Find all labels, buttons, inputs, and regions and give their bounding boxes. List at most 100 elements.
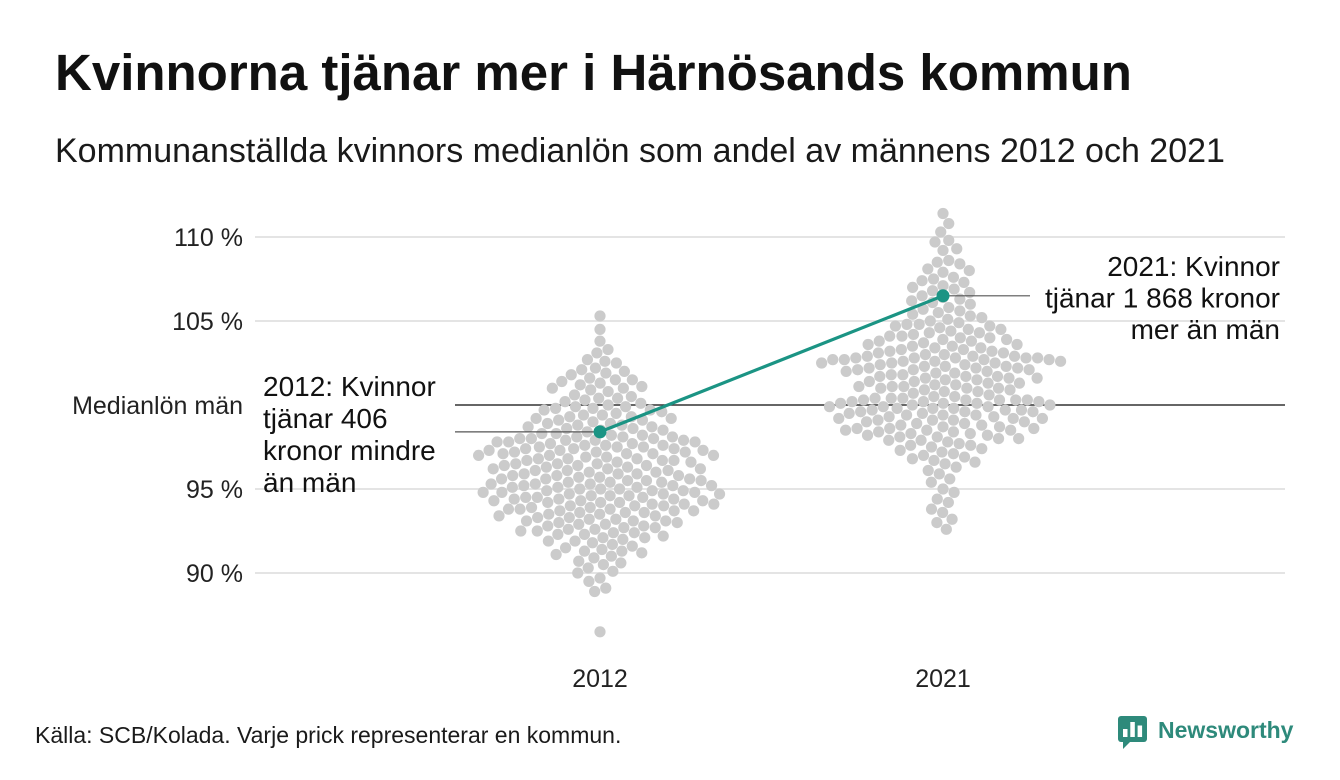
swarm-dot-2012: [667, 480, 679, 492]
swarm-dot-2021: [948, 283, 960, 295]
swarm-dot-2021: [898, 380, 910, 393]
swarm-dot-2012: [572, 459, 584, 472]
swarm-dot-2012: [713, 488, 726, 500]
swarm-dot-2012: [595, 483, 607, 495]
swarm-dot-2021: [938, 385, 950, 398]
swarm-dot-2021: [939, 374, 951, 386]
swarm-dot-2012: [672, 469, 685, 482]
swarm-dot-2012: [599, 355, 611, 367]
swarm-dot-2012: [605, 550, 618, 562]
swarm-dot-2012: [506, 481, 518, 493]
swarm-dot-2021: [852, 364, 864, 376]
swarm-dot-2021: [947, 271, 960, 283]
swarm-dot-2012: [564, 500, 576, 512]
swarm-dot-2021: [948, 486, 960, 498]
swarm-dot-2021: [959, 359, 971, 371]
swarm-dot-2021: [969, 456, 981, 468]
swarm-dot-2012: [554, 505, 566, 517]
swarm-dot-2012: [668, 505, 680, 517]
swarm-dot-2012: [631, 481, 643, 493]
swarm-dot-2021: [897, 355, 909, 367]
swarm-dot-2012: [708, 498, 720, 510]
swarm-dot-2021: [918, 384, 931, 396]
swarm-dot-2021: [861, 429, 874, 441]
swarm-dot-2012: [594, 310, 606, 322]
swarm-dot-2012: [508, 446, 521, 458]
swarm-dot-2012: [617, 382, 629, 394]
swarm-dot-2012: [477, 486, 489, 498]
swarm-dot-2021: [1027, 406, 1039, 418]
swarm-dot-2021: [1018, 416, 1030, 428]
swarm-dot-2021: [965, 335, 978, 347]
swarm-dot-2012: [574, 483, 586, 495]
swarm-dot-2021: [958, 417, 971, 430]
swarm-dot-2021: [857, 394, 870, 406]
swarm-dot-2012: [639, 532, 651, 544]
swarm-dot-2012: [531, 491, 543, 503]
swarm-dot-2012: [553, 517, 565, 529]
swarm-dot-2021: [919, 372, 932, 384]
swarm-dot-2021: [925, 476, 937, 488]
swarm-dot-2012: [638, 506, 650, 519]
swarm-dot-2012: [595, 496, 607, 509]
swarm-dot-2021: [926, 414, 939, 426]
swarm-dot-2012: [647, 448, 659, 460]
annotation-text-line: än män: [263, 467, 356, 498]
swarm-dot-2012: [531, 525, 543, 537]
swarm-dot-2012: [515, 525, 527, 537]
swarm-dot-2021: [953, 317, 965, 329]
swarm-dot-2021: [885, 392, 897, 404]
swarm-dot-2021: [992, 433, 1005, 445]
logo-bubble-tail: [1123, 741, 1131, 749]
swarm-dot-2021: [976, 312, 988, 324]
swarm-dot-2021: [901, 318, 913, 330]
swarm-dot-2012: [586, 537, 599, 549]
swarm-dot-2012: [588, 552, 600, 564]
swarm-dot-2012: [626, 438, 638, 450]
swarm-dot-2021: [863, 362, 875, 374]
swarm-dot-2021: [934, 322, 946, 334]
swarm-dot-2012: [562, 453, 574, 465]
swarm-dot-2021: [958, 451, 971, 463]
swarm-dot-2021: [984, 332, 996, 344]
swarm-dot-2012: [605, 429, 618, 441]
swarm-dot-2021: [922, 263, 934, 275]
swarm-dot-2012: [565, 369, 577, 381]
swarm-dot-2012: [571, 431, 583, 443]
swarm-dot-2021: [962, 323, 974, 335]
swarm-dot-2012: [620, 401, 632, 413]
swarm-dot-2012: [584, 372, 596, 384]
swarm-dot-2012: [607, 527, 619, 539]
swarm-dot-2021: [891, 402, 903, 414]
swarm-dot-2012: [584, 478, 596, 490]
swarm-dot-2021: [889, 320, 902, 332]
swarm-dot-2021: [929, 379, 941, 391]
swarm-dot-2021: [957, 343, 970, 356]
swarm-dot-2021: [939, 360, 951, 372]
swarm-dot-2012: [550, 402, 562, 414]
swarm-dot-2012: [607, 565, 619, 577]
swarm-dot-2012: [582, 562, 594, 574]
swarm-dot-2012: [502, 503, 515, 515]
swarm-dot-2021: [949, 391, 961, 403]
swarm-dot-2012: [496, 486, 508, 498]
swarm-dot-2012: [550, 427, 562, 440]
swarm-dot-2012: [657, 488, 669, 500]
swarm-dot-2012: [649, 522, 661, 534]
swarm-dot-2021: [851, 422, 863, 435]
swarm-dot-2021: [877, 401, 889, 413]
swarm-dot-2012: [552, 528, 564, 540]
swarm-dot-2012: [689, 436, 701, 448]
swarm-dot-2021: [907, 308, 919, 320]
logo-bar: [1123, 729, 1128, 737]
swarm-dot-2012: [579, 439, 591, 451]
swarm-dot-2012: [666, 431, 679, 443]
swarm-dot-2012: [583, 513, 595, 525]
axis-labels: 110 % 105 % 95 % 90 % Medianlön män 2012 2021: [72, 224, 971, 693]
swarm-dot-2012: [697, 444, 709, 456]
swarm-dot-2012: [580, 451, 592, 463]
swarm-dot-2021: [923, 327, 935, 339]
swarm-dot-2012: [574, 379, 586, 391]
swarm-dot-2012: [626, 540, 638, 552]
swarm-dot-2021: [993, 421, 1006, 433]
